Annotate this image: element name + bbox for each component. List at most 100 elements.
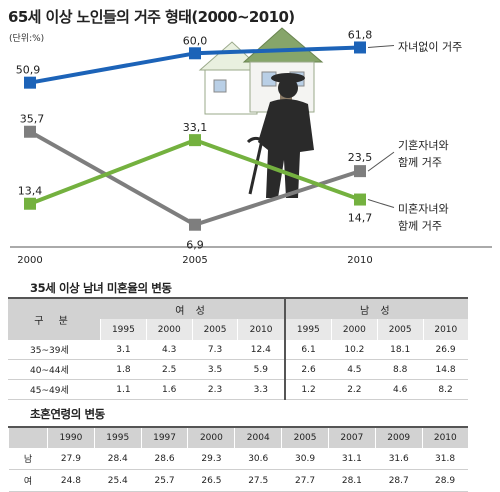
table-cell: 27.5 <box>234 469 282 492</box>
x-tick-label: 2010 <box>347 255 372 266</box>
data-label: 35,7 <box>20 113 45 126</box>
table-cell: 26.5 <box>187 469 235 492</box>
table-cell: 3.5 <box>192 359 238 380</box>
year-header: 2000 <box>330 319 378 340</box>
table-cell: 4.5 <box>331 359 378 380</box>
data-point <box>24 125 36 138</box>
table-cell: 12.4 <box>237 340 285 360</box>
leader-line <box>367 44 395 48</box>
year-header: 2004 <box>234 427 282 448</box>
table-cell: 8.2 <box>423 379 468 400</box>
unmarried-rate-table: 구 분 여 성 남 성 1995 2000 2005 2010 1995 2000 2005… <box>8 297 468 400</box>
table1-title: 35세 이상 남녀 미혼율의 변동 <box>30 281 172 295</box>
corner-cell <box>8 427 48 448</box>
data-label: 14,7 <box>348 212 373 225</box>
data-label: 13,4 <box>18 185 43 198</box>
series-name-label: 함께 거주 <box>398 156 442 169</box>
first-marriage-age-table: 1990 1995 1997 2000 2004 2005 2007 2009 2010 남 27… <box>8 426 468 492</box>
year-header: 2005 <box>376 319 424 340</box>
group-female: 여 성 <box>100 298 285 319</box>
table-row: 여 24.8 25.4 25.7 26.5 27.5 27.7 28.1 28.7 28.9 <box>8 469 468 492</box>
series-name-label: 자녀없이 거주 <box>398 40 462 53</box>
table-cell: 14.8 <box>423 359 468 380</box>
table2-title: 초혼연령의 변동 <box>30 407 105 421</box>
table-cell: 31.6 <box>375 448 423 470</box>
col-header: 구 분 <box>8 298 101 340</box>
year-header: 2005 <box>281 427 329 448</box>
year-header: 1990 <box>47 427 95 448</box>
data-point <box>354 41 366 54</box>
table-cell: 28.6 <box>141 448 188 470</box>
table-cell: 2.2 <box>331 379 378 400</box>
table-cell: 4.3 <box>146 340 193 360</box>
year-header: 1995 <box>100 319 147 340</box>
leader-line <box>367 199 395 209</box>
series-name-label: 함께 거주 <box>398 220 442 233</box>
table-cell: 26.9 <box>423 340 468 360</box>
table-cell: 2.6 <box>283 359 332 380</box>
line-chart: 2000 2005 2010 50,9 60,0 61,8 자녀없이 거주 35,7 6,9 23… <box>10 27 492 266</box>
row-label: 35~39세 <box>8 340 101 360</box>
year-header: 2000 <box>187 427 235 448</box>
data-label: 50,9 <box>16 64 41 77</box>
table-cell: 25.7 <box>141 469 188 492</box>
table-cell: 25.4 <box>94 469 142 492</box>
table-cell: 1.6 <box>146 379 193 400</box>
table-cell: 3.1 <box>100 340 147 360</box>
table-cell: 30.9 <box>281 448 329 470</box>
year-header: 2000 <box>145 319 193 340</box>
table-cell: 1.8 <box>100 359 147 380</box>
table-row: 남 27.9 28.4 28.6 29.3 30.6 30.9 31.1 31.6 31.8 <box>8 448 468 470</box>
table-cell: 7.3 <box>192 340 238 360</box>
table-cell: 29.3 <box>187 448 235 470</box>
series-name-label: 기혼자녀와 <box>398 139 449 152</box>
table-cell: 3.3 <box>237 379 285 400</box>
table-cell: 28.7 <box>375 469 423 492</box>
data-point <box>24 197 36 210</box>
group-male: 남 성 <box>283 298 468 319</box>
table-cell: 28.4 <box>94 448 142 470</box>
data-label: 33,1 <box>183 121 208 134</box>
year-header: 1995 <box>283 319 332 340</box>
table-cell: 24.8 <box>47 469 95 492</box>
table-row: 45~49세 1.1 1.6 2.3 3.3 1.2 2.2 4.6 8.2 <box>8 379 468 400</box>
table-cell: 28.9 <box>422 469 468 492</box>
x-tick-label: 2005 <box>182 255 207 266</box>
table-cell: 8.8 <box>377 359 424 380</box>
unit-label: (단위:%) <box>9 34 45 44</box>
table-cell: 28.1 <box>328 469 376 492</box>
row-label: 45~49세 <box>8 379 101 400</box>
data-label: 60,0 <box>183 34 208 47</box>
year-header: 1995 <box>93 427 142 448</box>
data-point <box>189 47 201 60</box>
year-header: 2010 <box>421 427 468 448</box>
table-cell: 5.9 <box>237 359 285 380</box>
leader-line <box>367 151 395 172</box>
data-point <box>354 165 366 178</box>
year-header: 2010 <box>237 319 285 340</box>
table-cell: 31.8 <box>422 448 468 470</box>
table-row: 35~39세 3.1 4.3 7.3 12.4 6.1 10.2 18.1 26.9 <box>8 340 468 360</box>
data-point <box>189 134 201 147</box>
table-cell: 31.1 <box>328 448 376 470</box>
row-label: 40~44세 <box>8 359 101 380</box>
year-header: 2010 <box>422 319 468 340</box>
data-label: 61,8 <box>348 28 373 41</box>
data-point <box>354 193 366 206</box>
row-label: 여 <box>8 469 48 492</box>
data-label: 6,9 <box>186 239 204 252</box>
house-illustration <box>198 27 324 115</box>
table-cell: 4.6 <box>377 379 424 400</box>
series-name-label: 미혼자녀와 <box>398 203 449 216</box>
table-cell: 1.2 <box>283 379 332 400</box>
table-cell: 27.7 <box>281 469 329 492</box>
table-cell: 2.5 <box>146 359 193 380</box>
data-point <box>24 76 36 89</box>
table-row: 40~44세 1.8 2.5 3.5 5.9 2.6 4.5 8.8 14.8 <box>8 359 468 380</box>
chart-title: 65세 이상 노인들의 거주 형태(2000~2010) <box>8 8 295 26</box>
year-header: 2009 <box>374 427 423 448</box>
table-cell: 1.1 <box>100 379 147 400</box>
table-cell: 10.2 <box>331 340 378 360</box>
table-cell: 18.1 <box>377 340 424 360</box>
table-cell: 6.1 <box>283 340 332 360</box>
